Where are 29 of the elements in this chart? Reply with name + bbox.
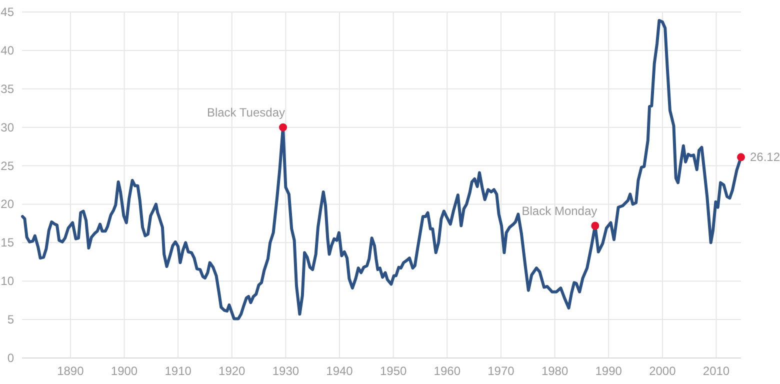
annotation: 26.12 (750, 150, 780, 164)
y-tick-label: 15 (0, 236, 14, 250)
x-tick-label: 1970 (488, 364, 515, 378)
y-tick-label: 5 (7, 312, 14, 327)
y-tick-label: 45 (0, 5, 14, 19)
x-tick-label: 1950 (380, 364, 408, 378)
x-tick-label: 2010 (702, 364, 730, 378)
x-tick-label: 1930 (272, 364, 300, 378)
y-tick-label: 30 (0, 120, 14, 134)
y-tick-label: 35 (0, 82, 14, 96)
x-tick-label: 1910 (164, 364, 192, 378)
x-tick-label: 2000 (649, 364, 676, 378)
x-tick-label: 1940 (326, 364, 354, 378)
point (279, 123, 288, 132)
annotation: Black Tuesday (206, 105, 286, 120)
point (591, 222, 600, 230)
x-tick-label: 1920 (218, 364, 246, 378)
x-tick-label: 1990 (595, 364, 622, 378)
y-tick-label: 25 (0, 158, 14, 173)
x-tick-label: 1890 (57, 364, 84, 378)
x-tick-label: 1980 (541, 364, 568, 378)
y-tick-label: 0 (7, 351, 14, 365)
y-tick-label: 20 (0, 197, 14, 212)
y-tick-label: 10 (0, 274, 14, 288)
x-tick-label: 1900 (110, 364, 138, 378)
y-tick-label: 40 (0, 43, 14, 58)
x-tick-label: 1960 (434, 364, 461, 378)
annotation: Black Monday (522, 204, 598, 218)
point (737, 153, 745, 162)
